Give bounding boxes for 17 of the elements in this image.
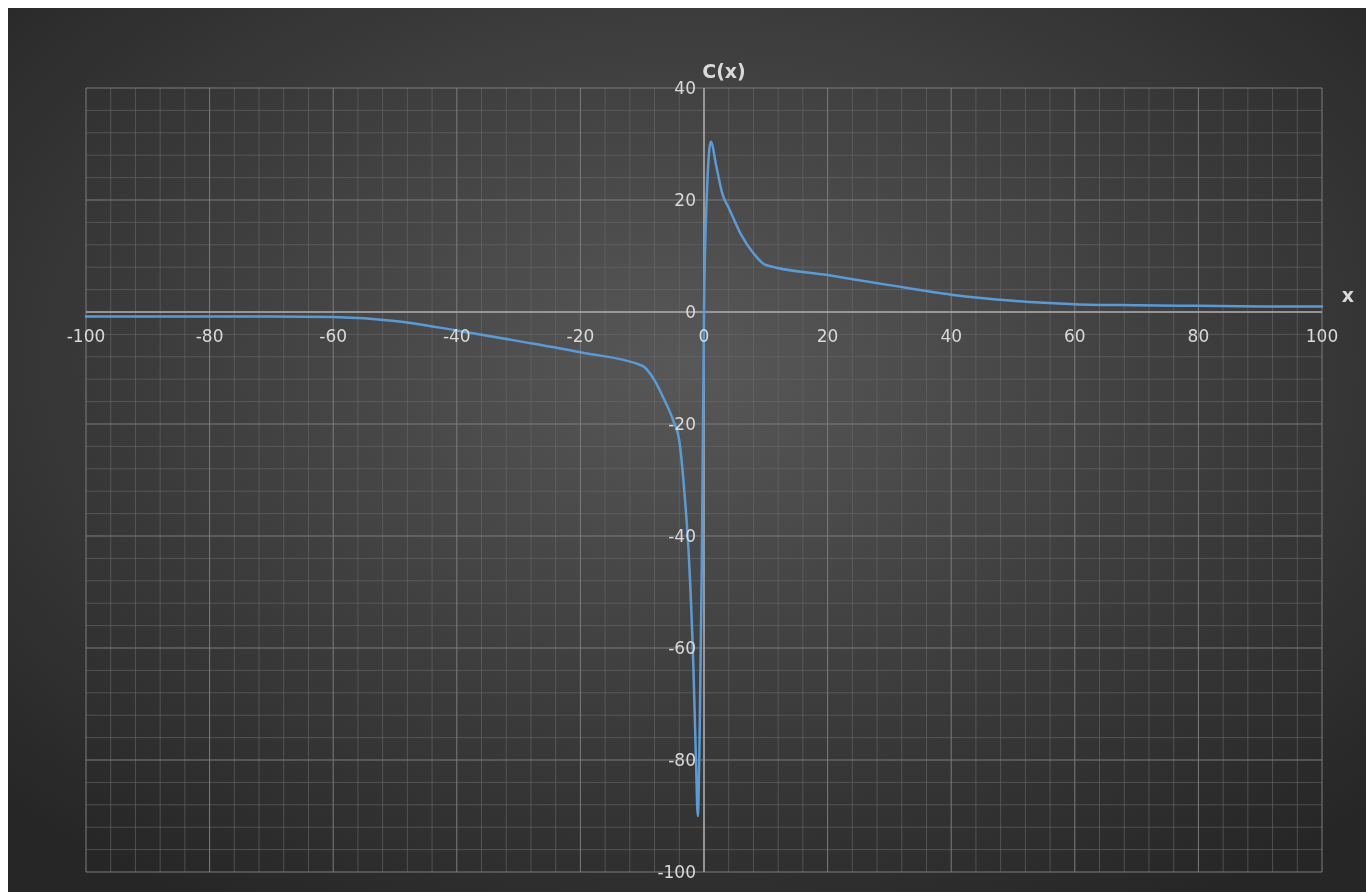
x-tick-label: 40: [940, 326, 963, 346]
x-tick-label: -20: [566, 326, 595, 346]
x-tick-label: 60: [1063, 326, 1086, 346]
y-tick-label: -80: [668, 750, 696, 770]
x-tick-label: 100: [1305, 326, 1339, 346]
y-axis-title: C(x): [702, 60, 746, 82]
x-tick-label: 80: [1187, 326, 1210, 346]
x-axis-title: x: [1341, 284, 1355, 306]
x-tick-label: -40: [442, 326, 471, 346]
y-tick-label: 20: [674, 190, 696, 210]
x-tick-label: 20: [816, 326, 839, 346]
y-tick-label: 0: [685, 302, 696, 322]
y-tick-label: 40: [674, 78, 696, 98]
x-tick-label: -60: [319, 326, 348, 346]
x-tick-label: -80: [195, 326, 224, 346]
y-tick-label: -100: [657, 862, 696, 882]
x-tick-label: -100: [66, 326, 106, 346]
